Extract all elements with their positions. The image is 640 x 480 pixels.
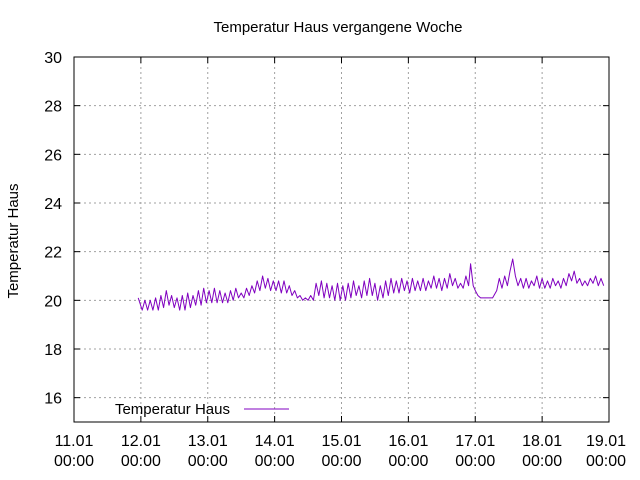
y-tick-label: 26: [44, 147, 62, 164]
x-tick-label-time: 00:00: [188, 453, 228, 470]
x-tick-label-date: 17.01: [455, 433, 495, 450]
y-tick-label: 18: [44, 342, 62, 359]
x-tick-label-date: 12.01: [121, 433, 161, 450]
x-tick-label-time: 00:00: [321, 453, 361, 470]
y-tick-label: 30: [44, 50, 62, 67]
x-tick-label-time: 00:00: [455, 453, 495, 470]
x-tick-label-time: 00:00: [54, 453, 94, 470]
x-tick-label-time: 00:00: [522, 453, 562, 470]
axes: 16 18 20 22 24 26 28 30 11.01 00:00 12.01 00:00 13.0…: [44, 50, 626, 470]
y-tick-label: 22: [44, 245, 62, 262]
x-tick-label-time: 00:00: [586, 453, 626, 470]
x-tick-label-date: 15.01: [321, 433, 361, 450]
legend-label: Temperatur Haus: [115, 401, 230, 418]
x-tick-label-date: 16.01: [388, 433, 428, 450]
x-tick-label-time: 00:00: [121, 453, 161, 470]
x-tick-label-date: 13.01: [188, 433, 228, 450]
x-tick-label-date: 11.01: [55, 433, 94, 450]
x-tick-label-date: 14.01: [255, 433, 295, 450]
series-layer: [137, 258, 605, 311]
plot-frame: [73, 56, 610, 423]
x-tick-label-date: 18.01: [522, 433, 562, 450]
y-tick-label: 24: [44, 196, 62, 213]
x-tick-label-time: 00:00: [388, 453, 428, 470]
y-tick-label: 28: [44, 99, 62, 116]
grid: [74, 57, 609, 422]
x-tick-label-time: 00:00: [255, 453, 295, 470]
series-line-0: [137, 258, 605, 311]
y-axis-label: Temperatur Haus: [5, 183, 22, 298]
x-tick-label-date: 19.01: [586, 433, 626, 450]
y-tick-label: 20: [44, 293, 62, 310]
chart-title: Temperatur Haus vergangene Woche: [213, 19, 462, 36]
y-tick-label: 16: [44, 391, 62, 408]
legend: Temperatur Haus: [115, 401, 289, 418]
